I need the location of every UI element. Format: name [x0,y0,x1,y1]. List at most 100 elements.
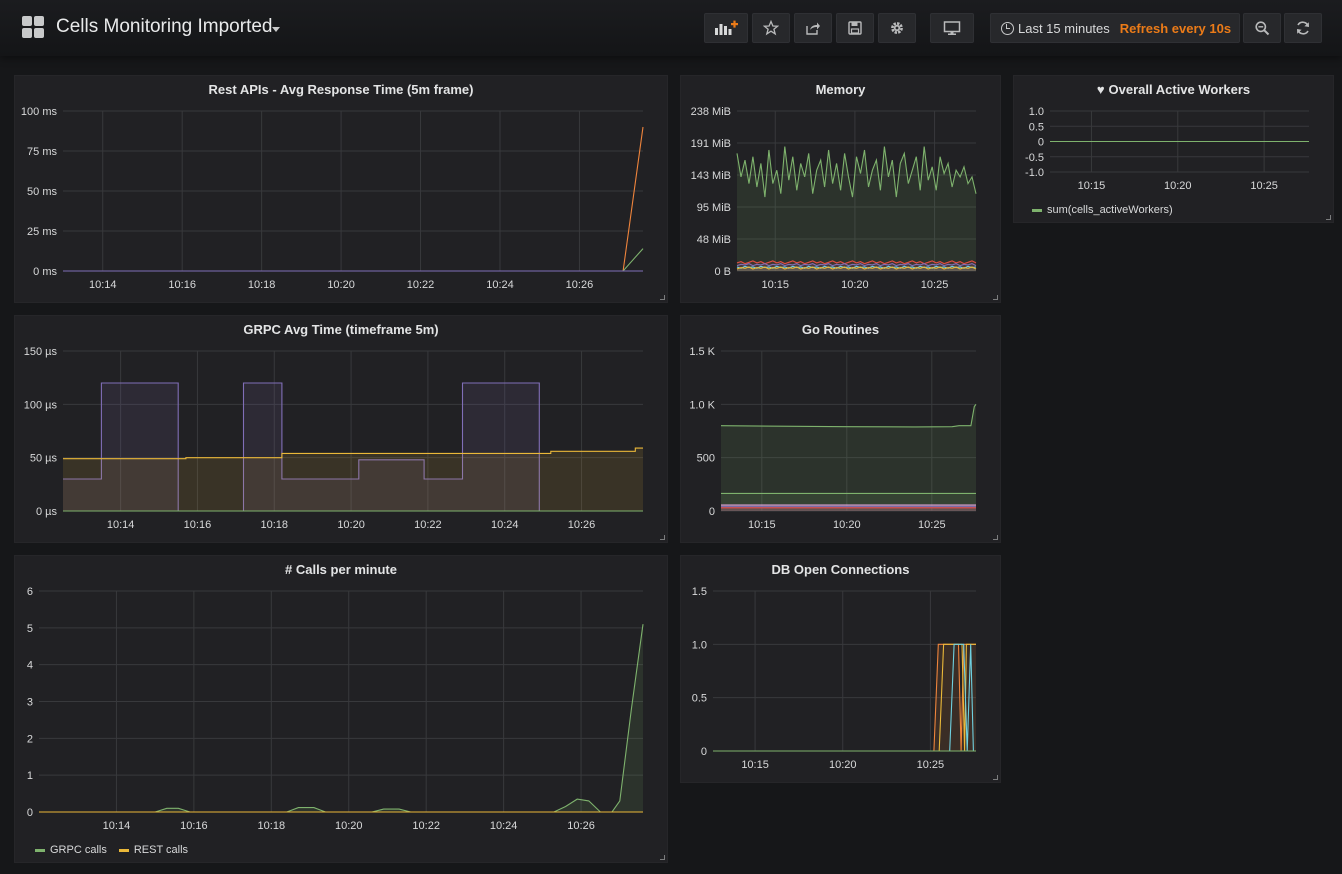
resize-handle[interactable] [660,535,665,540]
x-tick-label: 10:24 [490,820,518,832]
tv-mode-button[interactable] [930,13,974,43]
panel-title[interactable]: # Calls per minute [285,562,397,577]
y-tick-label: 1.0 K [689,399,715,411]
legend-item[interactable]: GRPC calls [35,844,107,856]
panel-title[interactable]: Rest APIs - Avg Response Time (5m frame) [208,82,474,97]
y-tick-label: 50 ms [27,186,57,198]
gear-icon [891,22,903,34]
db-open-connections-chart: 0 0.5 1.0 1.5 10:15 10:20 10:25 [692,586,976,771]
series-area [63,383,643,511]
panel-calls-per-minute[interactable]: # Calls per minute 0 1 2 3 4 5 6 10:14 10:16 10:1… [14,555,668,863]
add-panel-button[interactable] [704,13,748,43]
x-tick-label: 10:14 [89,279,117,291]
y-tick-label: 150 µs [24,346,58,358]
x-tick-label: 10:25 [1250,180,1278,192]
legend-item[interactable]: REST calls [118,844,189,856]
y-tick-label: 5 [27,623,33,635]
go-routines-chart: 0 500 1.0 K 1.5 K 10:15 10:20 10:25 [689,346,977,531]
x-tick-label: 10:18 [260,519,288,531]
legend-swatch [35,848,45,852]
panel-memory[interactable]: Memory 0 B 48 MiB 95 MiB 143 MiB 191 MiB 238 … [680,75,1001,303]
y-tick-label: 0 B [714,266,731,278]
series-line[interactable] [736,260,977,265]
resize-handle[interactable] [993,775,998,780]
y-tick-label: 75 ms [27,146,57,158]
chevron-down-icon[interactable] [272,27,280,32]
series-area [737,146,976,271]
legend-item[interactable]: sum(cells_activeWorkers) [1032,204,1173,216]
panel-title[interactable]: ♥ Overall Active Workers [1014,82,1333,97]
grpc-avg-time-chart: 0 µs 50 µs 100 µs 150 µs 10:14 10:16 10:18 10:2… [24,346,643,531]
x-tick-label: 10:16 [180,820,208,832]
y-tick-label: 0 [709,506,715,518]
series-line[interactable] [63,382,643,512]
resize-handle[interactable] [660,295,665,300]
clock-icon [1001,21,1014,35]
panel-title[interactable]: GRPC Avg Time (timeframe 5m) [243,322,439,337]
series-line[interactable] [63,447,643,460]
x-tick-label: 10:20 [829,759,857,771]
panel-title[interactable]: Memory [815,82,866,97]
y-tick-label: 0 [701,746,707,758]
y-tick-label: 95 MiB [697,202,731,214]
x-tick-label: 10:20 [337,519,365,531]
x-tick-label: 10:15 [1078,180,1106,192]
resize-handle[interactable] [1326,215,1331,220]
panel-title[interactable]: Go Routines [801,322,880,337]
series-area [721,404,976,511]
x-tick-label: 10:24 [491,519,519,531]
y-tick-label: 1 [27,770,33,782]
panel-rest-api-response-time[interactable]: Rest APIs - Avg Response Time (5m frame)… [14,75,668,303]
x-tick-label: 10:14 [107,519,135,531]
series-line[interactable] [713,643,976,752]
x-tick-label: 10:14 [103,820,131,832]
series-area [39,624,643,812]
y-tick-label: 1.0 [692,639,707,651]
star-button[interactable] [752,13,790,43]
resize-handle[interactable] [993,535,998,540]
panel-active-workers[interactable]: ♥ Overall Active Workers -1.0 -0.5 0 0.5 1.0 1… [1013,75,1334,223]
x-tick-label: 10:16 [168,279,196,291]
series-line[interactable] [736,146,977,198]
series-line[interactable] [736,263,977,267]
add-panel-icon [715,20,738,35]
y-tick-label: 100 µs [24,399,58,411]
heart-icon: ♥ [1096,82,1105,97]
panel-grpc-avg-time[interactable]: GRPC Avg Time (timeframe 5m) 0 µs 50 µs 10… [14,315,668,543]
y-tick-label: 100 ms [21,106,58,118]
x-tick-label: 10:18 [248,279,276,291]
x-tick-label: 10:20 [335,820,363,832]
x-tick-label: 10:20 [327,279,355,291]
resize-handle[interactable] [660,855,665,860]
calls-per-minute-chart: 0 1 2 3 4 5 6 10:14 10:16 10:18 10:20 10:22 10:24 10:… [27,586,644,832]
x-tick-label: 10:22 [412,820,440,832]
zoom-out-icon [1255,21,1270,36]
series-line[interactable] [736,265,977,269]
save-button[interactable] [836,13,874,43]
y-tick-label: 0 µs [36,506,58,518]
x-tick-label: 10:15 [761,279,789,291]
dashboard-grid-icon[interactable] [22,16,44,38]
x-tick-label: 10:20 [841,279,869,291]
series-line[interactable] [63,248,644,272]
legend-swatch [1032,208,1042,212]
panel-go-routines[interactable]: Go Routines 0 500 1.0 K 1.5 K 10:15 10:20 10:2… [680,315,1001,543]
series-line[interactable] [720,403,977,428]
y-tick-label: -0.5 [1025,152,1044,164]
x-tick-label: 10:22 [414,519,442,531]
panel-db-open-connections[interactable]: DB Open Connections 0 0.5 1.0 1.5 10:15 10:20… [680,555,1001,783]
panel-title[interactable]: DB Open Connections [771,562,910,577]
series-line[interactable] [63,126,644,272]
share-button[interactable] [794,13,832,43]
series-line[interactable] [736,266,977,270]
legend-label: REST calls [133,844,189,856]
refresh-button[interactable] [1284,13,1322,43]
x-tick-label: 10:20 [833,519,861,531]
time-range-picker[interactable]: Last 15 minutes Refresh every 10s [990,13,1240,43]
series-line[interactable] [39,624,644,813]
dashboard-title[interactable]: Cells Monitoring Imported [56,16,273,37]
resize-handle[interactable] [993,295,998,300]
settings-button[interactable] [878,13,916,43]
x-tick-label: 10:26 [566,279,594,291]
zoom-out-button[interactable] [1243,13,1281,43]
